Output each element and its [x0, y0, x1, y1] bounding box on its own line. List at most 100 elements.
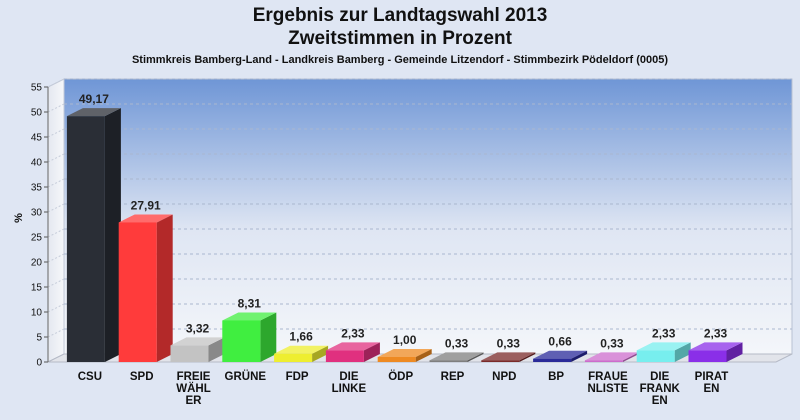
bar-top: [118, 214, 173, 223]
bar-top: [66, 108, 121, 117]
y-tick-label: 15: [31, 283, 43, 294]
bar-bp: [533, 350, 588, 362]
bar-side: [156, 214, 173, 362]
x-tick-label: SPD: [130, 371, 154, 383]
bar-front: [118, 222, 157, 362]
data-label: 3,32: [186, 321, 210, 335]
bar-top: [222, 312, 277, 321]
y-tick-label: 55: [31, 83, 43, 94]
bar-front: [170, 345, 209, 362]
bar-top: [688, 342, 743, 351]
bar-top: [636, 342, 691, 351]
bar-front: [636, 350, 675, 362]
y-tick-label: 5: [36, 333, 42, 344]
y-tick-label: 30: [31, 208, 43, 219]
chart-subtitle: Stimmkreis Bamberg-Land - Landkreis Bamb…: [131, 54, 669, 66]
bar-diefranken: [636, 342, 691, 362]
gridline-side: [47, 228, 65, 238]
gridline-side: [47, 178, 65, 188]
data-label: 2,33: [652, 326, 676, 340]
x-tick-label: REP: [441, 371, 465, 383]
x-tick-label: FDP: [286, 371, 309, 383]
bar-side: [415, 349, 432, 362]
bar-side: [674, 342, 691, 362]
x-tick-label: CSU: [78, 371, 102, 383]
bar-side: [208, 337, 225, 362]
y-tick-label: 20: [31, 258, 43, 269]
bar-top: [584, 352, 639, 361]
chart-title: Ergebnis zur Landtagswahl 2013: [252, 5, 548, 26]
x-tick-label: FREIE WÄHL ER: [176, 371, 211, 407]
bar-top: [533, 350, 588, 359]
gridline-side: [47, 203, 65, 213]
bar-front: [222, 320, 261, 362]
bar-side: [104, 108, 121, 363]
gridline-side: [47, 303, 65, 313]
bar-front: [533, 358, 572, 362]
x-tick-label: ÖDP: [388, 370, 413, 383]
bar-spd: [118, 214, 173, 362]
bar-top: [481, 352, 536, 361]
data-label: 0,33: [600, 336, 624, 350]
data-label: 0,66: [548, 335, 572, 349]
data-label: 1,00: [393, 333, 417, 347]
x-tick-label: DIE FRANK EN: [640, 371, 681, 407]
bar-front: [584, 360, 623, 362]
bar-dielinke: [325, 342, 380, 362]
y-tick-label: 40: [31, 158, 43, 169]
data-label: 0,33: [445, 336, 469, 350]
bar-front: [274, 353, 313, 362]
bar-top: [429, 352, 484, 361]
bar-front: [429, 360, 468, 362]
x-tick-label: FRAUE NLISTE: [587, 371, 628, 395]
bar-side: [519, 352, 536, 362]
bar-front: [377, 357, 416, 362]
gridline-side: [47, 278, 65, 288]
bar-side: [726, 342, 743, 362]
data-label: 27,91: [131, 198, 161, 212]
gridline-side: [47, 253, 65, 263]
bar-side: [571, 350, 588, 362]
bar-csu: [66, 108, 121, 363]
y-tick-label: 35: [31, 183, 43, 194]
y-tick-label: 25: [31, 233, 43, 244]
bar-front: [325, 350, 364, 362]
bar-top: [377, 349, 432, 357]
bar-front: [481, 360, 520, 362]
y-tick-label: 10: [31, 308, 43, 319]
bar-side: [467, 352, 484, 362]
gridline-side: [47, 78, 65, 88]
chart-title-line2: Zweitstimmen in Prozent: [288, 28, 512, 49]
x-tick-label: GRÜNE: [225, 370, 267, 383]
bar-front: [66, 116, 105, 363]
bar-front: [688, 350, 727, 362]
x-tick-label: NPD: [492, 371, 516, 383]
bar-ödp: [377, 349, 432, 362]
gridline-side: [47, 128, 65, 138]
gridline-side: [47, 103, 65, 113]
x-tick-label: DIE LINKE: [332, 371, 367, 395]
x-tick-label: PIRAT EN: [695, 371, 729, 395]
data-label: 2,33: [704, 326, 728, 340]
bar-side: [260, 312, 277, 362]
back-wall: [63, 78, 793, 355]
bar-npd: [481, 352, 536, 362]
data-label: 49,17: [79, 92, 109, 106]
bar-fdp: [274, 345, 329, 362]
side-wall: [47, 78, 65, 363]
bar-rep: [429, 352, 484, 362]
y-tick-label: 50: [31, 108, 43, 119]
bar-side: [312, 345, 329, 362]
data-label: 8,31: [238, 296, 262, 310]
chart-header: Ergebnis zur Landtagswahl 2013 Zweitstim…: [0, 4, 800, 67]
plot-area: 0 5 10 15 20 25 30 35 40 45 50 55% 49,17 CSU 27,91 SPD 3…: [13, 78, 793, 407]
y-axis-title: %: [13, 213, 25, 223]
bar-piraten: [688, 342, 743, 362]
data-label: 1,66: [289, 330, 313, 344]
y-tick-label: 45: [31, 133, 43, 144]
bar-side: [622, 352, 639, 362]
x-tick-label: BP: [548, 371, 564, 383]
data-label: 0,33: [497, 336, 521, 350]
bar-side: [363, 342, 380, 362]
